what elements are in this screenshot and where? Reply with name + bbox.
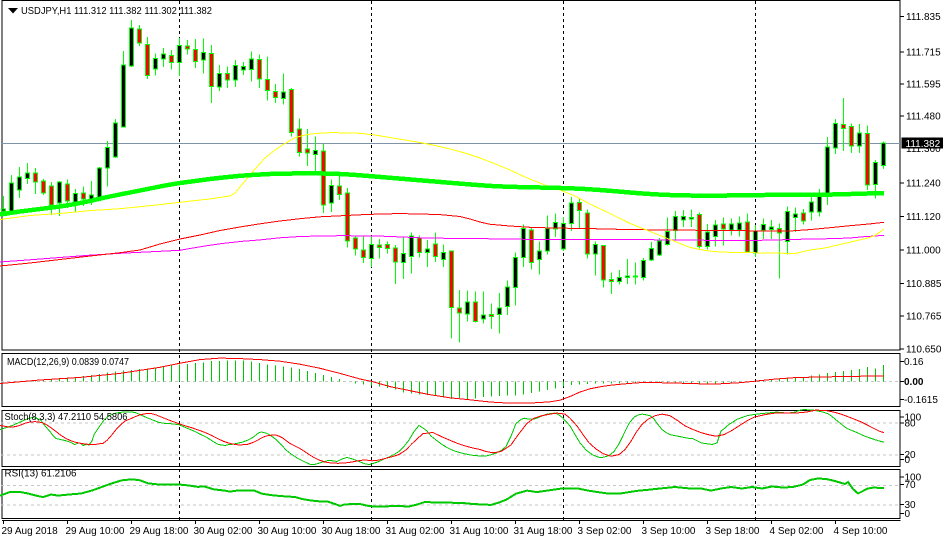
svg-text:70: 70 <box>905 480 917 491</box>
svg-text:29 Aug 2018: 29 Aug 2018 <box>2 526 59 537</box>
svg-text:3 Sep 18:00: 3 Sep 18:00 <box>706 526 760 537</box>
svg-text:31 Aug 18:00: 31 Aug 18:00 <box>514 526 573 537</box>
svg-text:111.382: 111.382 <box>906 139 941 150</box>
svg-text:MACD(12,26,9) 0.0839 0.0747: MACD(12,26,9) 0.0839 0.0747 <box>7 357 129 368</box>
svg-text:Stoch(8,3,3) 47.2110 54.5806: Stoch(8,3,3) 47.2110 54.5806 <box>5 412 128 423</box>
svg-text:111.240: 111.240 <box>906 179 941 190</box>
svg-text:30: 30 <box>905 500 917 511</box>
svg-text:111.835: 111.835 <box>906 12 941 23</box>
svg-text:111.000: 111.000 <box>906 246 941 257</box>
svg-text:31 Aug 02:00: 31 Aug 02:00 <box>386 526 445 537</box>
svg-text:110.650: 110.650 <box>906 345 942 356</box>
svg-text:100: 100 <box>905 412 922 423</box>
svg-text:29 Aug 18:00: 29 Aug 18:00 <box>130 526 189 537</box>
svg-text:20: 20 <box>905 450 917 461</box>
svg-text:111.360: 111.360 <box>906 144 941 155</box>
svg-text:111.480: 111.480 <box>906 112 941 123</box>
svg-text:USDJPY,H1 111.312 111.382 111.: USDJPY,H1 111.312 111.382 111.302 111.38… <box>21 6 212 17</box>
svg-text:0.00: 0.00 <box>904 377 924 388</box>
svg-text:RSI(13) 61.2106: RSI(13) 61.2106 <box>5 469 77 480</box>
svg-text:30 Aug 02:00: 30 Aug 02:00 <box>194 526 253 537</box>
svg-text:111.715: 111.715 <box>906 48 941 59</box>
svg-text:29 Aug 10:00: 29 Aug 10:00 <box>66 526 125 537</box>
svg-text:80: 80 <box>905 418 917 429</box>
svg-text:3 Sep 10:00: 3 Sep 10:00 <box>642 526 696 537</box>
svg-text:4 Sep 02:00: 4 Sep 02:00 <box>770 526 824 537</box>
svg-text:100: 100 <box>905 473 922 484</box>
svg-text:30 Aug 10:00: 30 Aug 10:00 <box>258 526 317 537</box>
svg-text:110.765: 110.765 <box>906 312 942 323</box>
svg-text:0.16: 0.16 <box>904 357 924 368</box>
svg-text:30 Aug 18:00: 30 Aug 18:00 <box>322 526 381 537</box>
svg-text:0: 0 <box>905 455 911 466</box>
svg-text:-0.1615: -0.1615 <box>904 395 938 406</box>
svg-text:111.120: 111.120 <box>906 212 941 223</box>
svg-text:111.595: 111.595 <box>906 80 941 91</box>
svg-text:110.885: 110.885 <box>906 279 942 290</box>
svg-text:31 Aug 10:00: 31 Aug 10:00 <box>450 526 509 537</box>
svg-text:4 Sep 10:00: 4 Sep 10:00 <box>834 526 888 537</box>
svg-text:0: 0 <box>905 509 911 520</box>
svg-text:3 Sep 02:00: 3 Sep 02:00 <box>578 526 632 537</box>
